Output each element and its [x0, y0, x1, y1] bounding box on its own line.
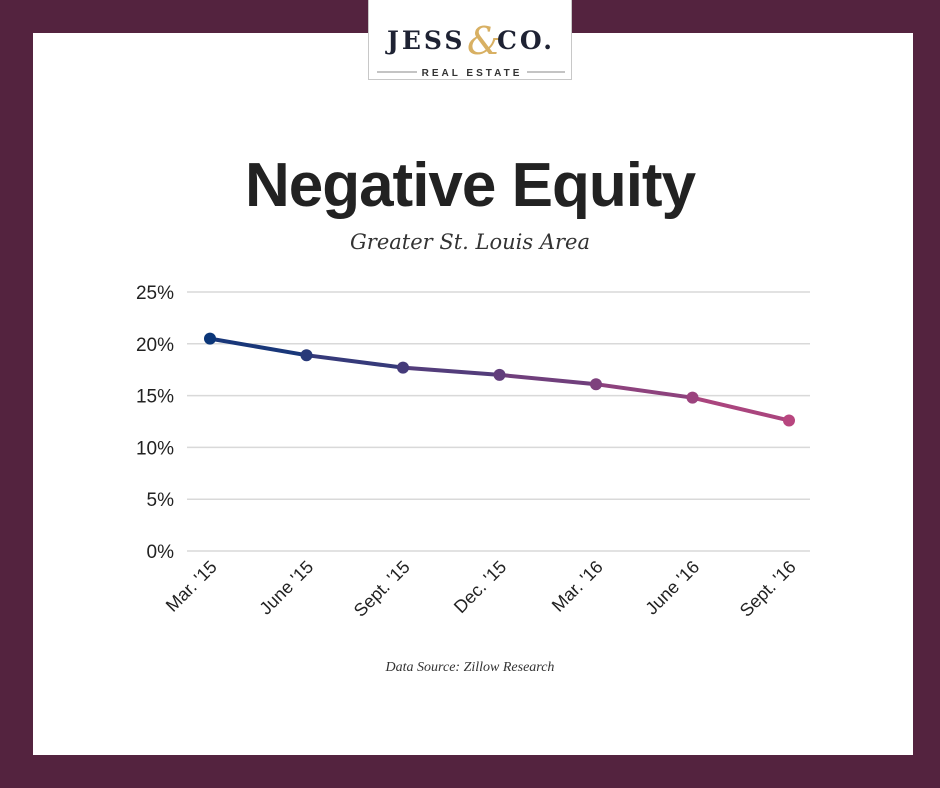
svg-text:&: & — [467, 19, 501, 63]
line-segment — [594, 382, 695, 400]
data-point — [493, 368, 506, 381]
svg-text:JESS: JESS — [385, 26, 465, 55]
x-tick-label: June '16 — [641, 557, 703, 619]
line-segment — [208, 336, 309, 358]
data-point — [204, 332, 216, 345]
line-segment — [497, 372, 598, 387]
x-tick-label: Sept. '15 — [350, 557, 414, 621]
line-segment — [401, 365, 502, 377]
data-point — [397, 361, 409, 374]
data-point — [686, 391, 699, 404]
x-tick-label: Dec. '15 — [450, 557, 510, 617]
y-tick-label: 15% — [136, 387, 174, 408]
y-tick-label: 0% — [147, 542, 175, 563]
y-tick-label: 25% — [136, 283, 174, 304]
y-tick-label: 10% — [136, 438, 174, 459]
page-title: Negative Equity — [244, 151, 696, 220]
logo: JESS & CO. REAL ESTATE — [368, 0, 572, 80]
y-tick-label: 20% — [136, 335, 174, 356]
x-tick-label: Sept. '16 — [736, 557, 800, 621]
svg-text:REAL ESTATE: REAL ESTATE — [422, 68, 523, 79]
y-tick-label: 5% — [147, 490, 175, 511]
x-tick-label: Mar. '15 — [162, 557, 221, 616]
svg-text:CO.: CO. — [497, 26, 555, 55]
page-subtitle: Greater St. Louis Area — [350, 230, 590, 254]
data-point — [783, 414, 795, 427]
line-segment — [304, 353, 405, 370]
logo-graphic: JESS & CO. REAL ESTATE — [377, 19, 565, 79]
data-point — [300, 349, 313, 362]
x-tick-label: Mar. '16 — [548, 557, 607, 616]
data-point — [590, 378, 602, 391]
x-tick-label: June '15 — [255, 557, 317, 619]
chart-panel — [33, 33, 913, 755]
data-source: Data Source: Zillow Research — [385, 660, 555, 675]
line-segment — [690, 395, 791, 423]
